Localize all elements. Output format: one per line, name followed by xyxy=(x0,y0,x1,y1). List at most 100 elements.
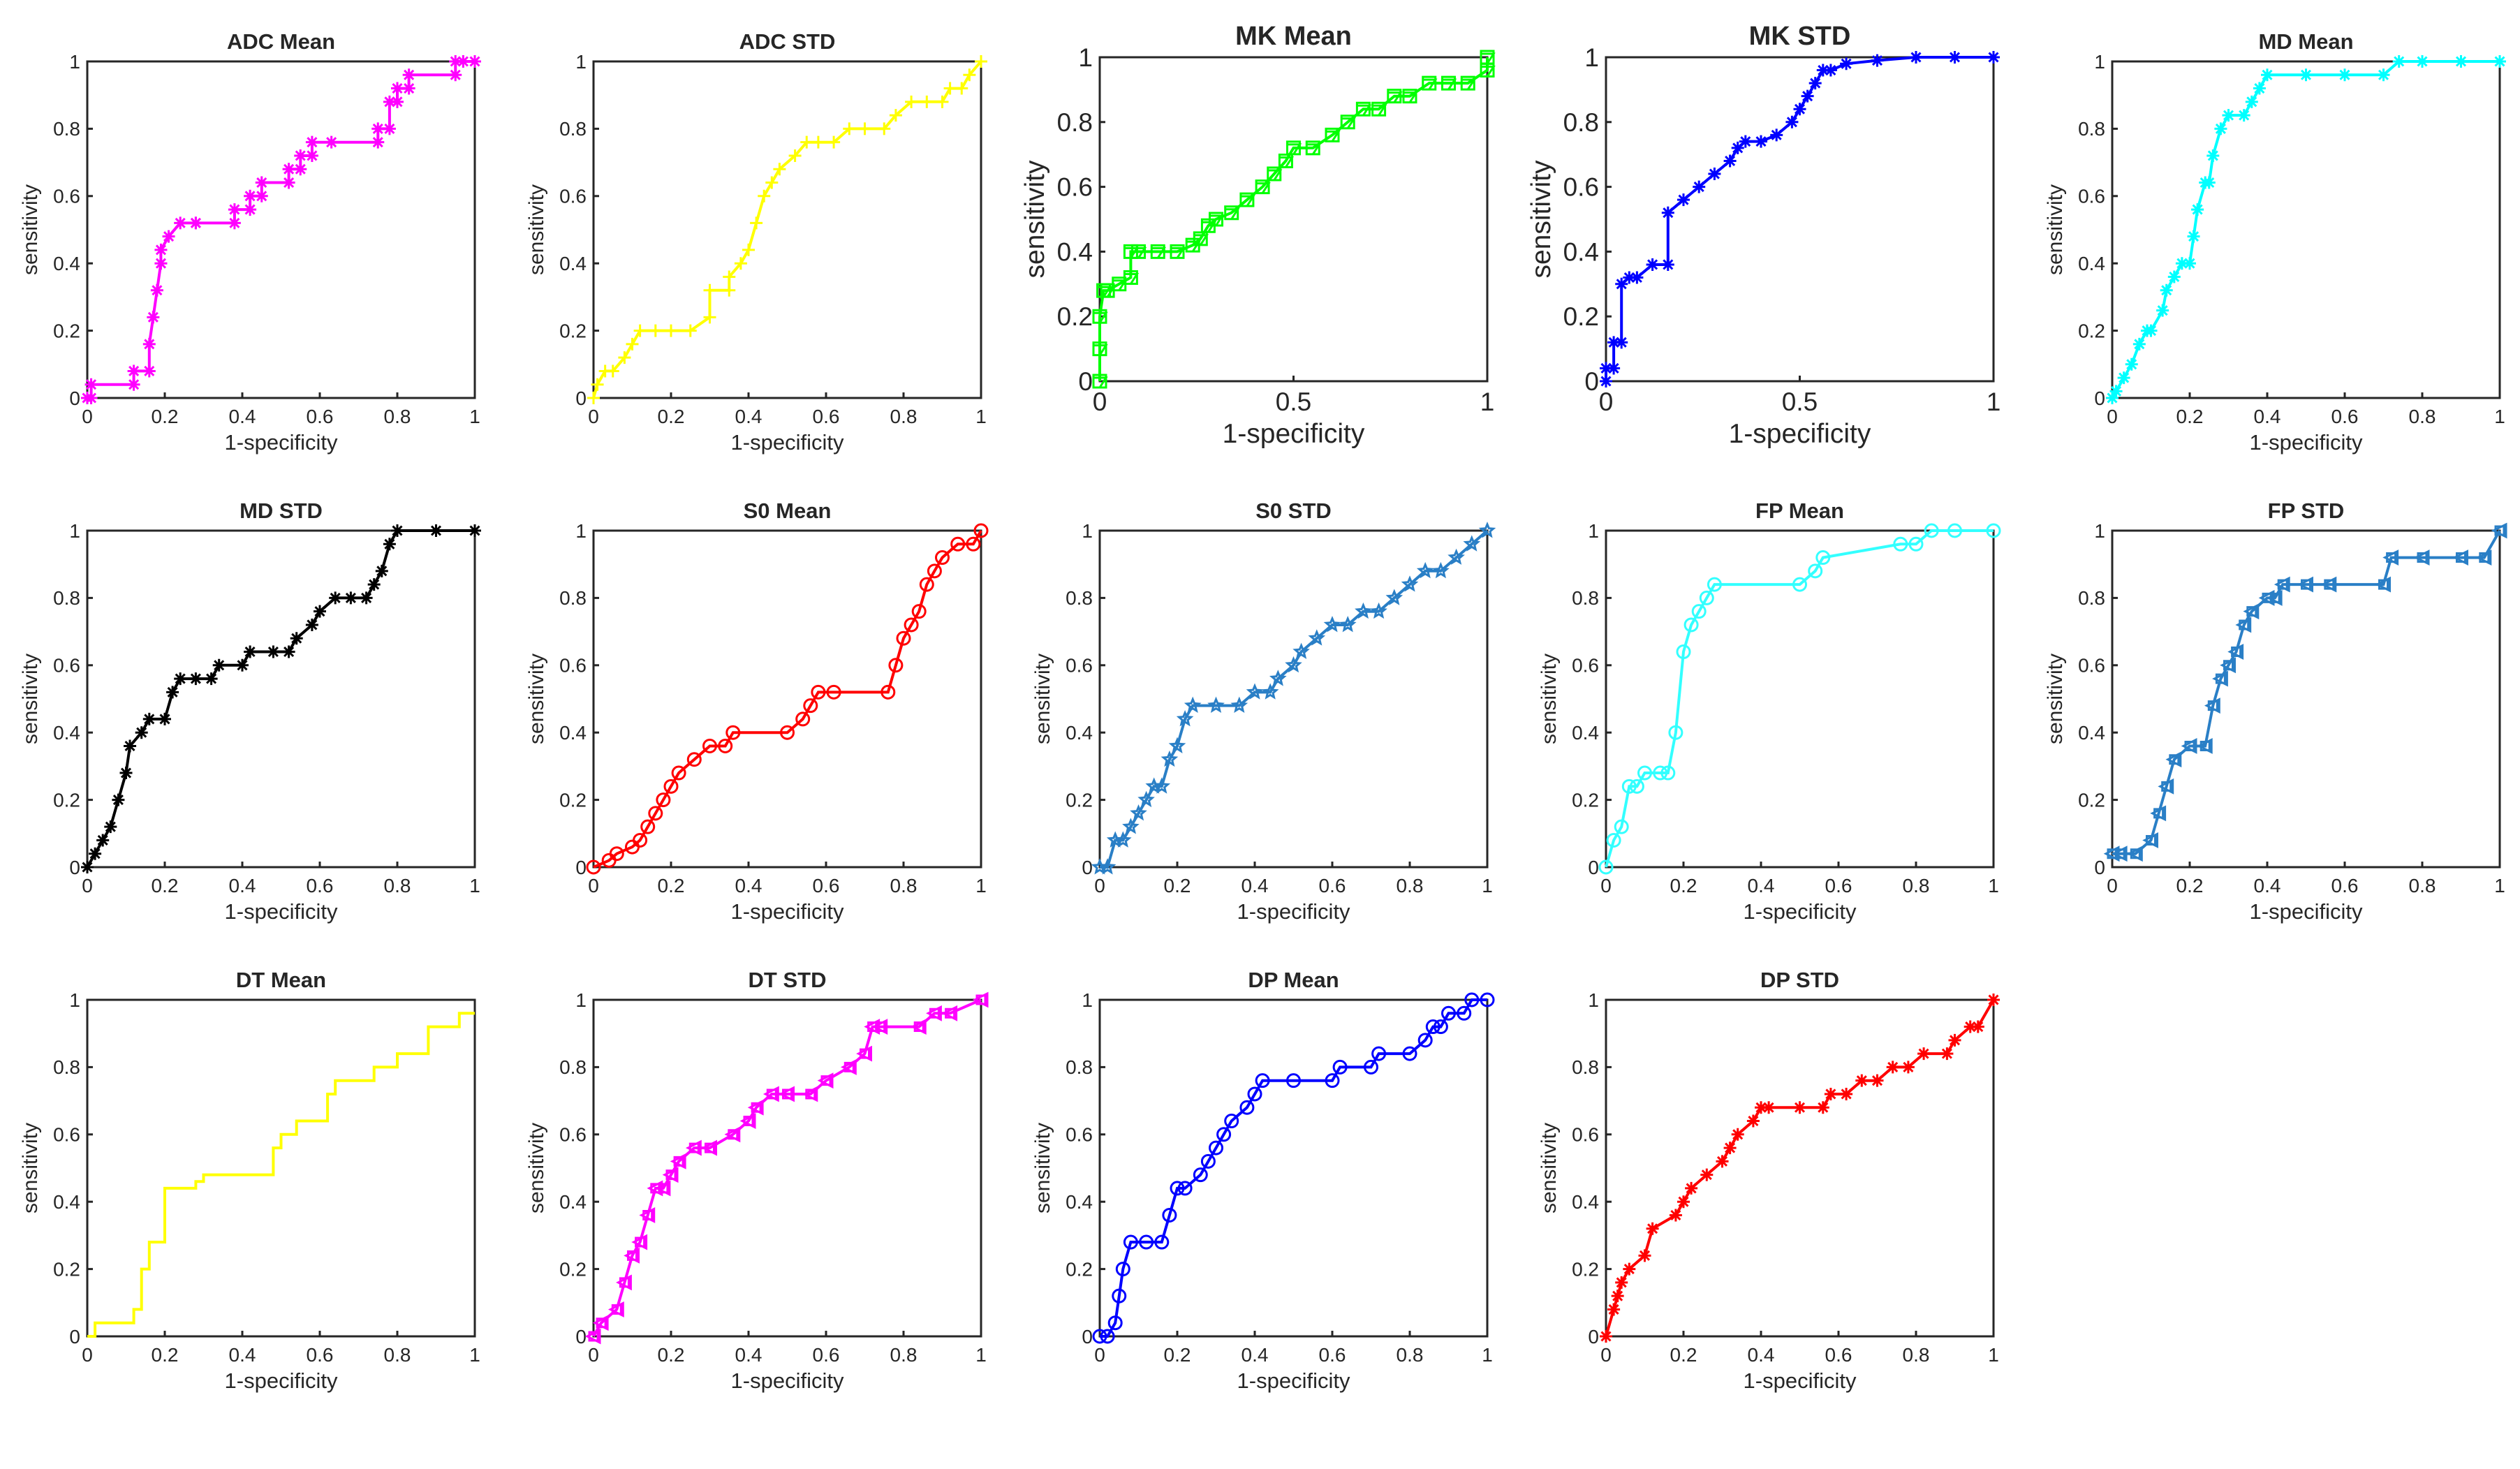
data-point xyxy=(723,283,736,297)
x-tick-label: 0.2 xyxy=(1670,875,1697,896)
data-point xyxy=(212,658,226,672)
y-tick-label: 0.4 xyxy=(1563,237,1599,266)
x-tick-label: 0.8 xyxy=(384,875,411,896)
data-point xyxy=(305,149,318,162)
data-point xyxy=(1801,89,1814,103)
roc-panel-mk-std: MK STD 0 0.5 1 0 0.2 0.4 0.6 0.8 1 1-specificity se… xyxy=(1526,22,2000,449)
x-tick-label: 0.4 xyxy=(2254,406,2281,427)
data-point xyxy=(2452,549,2468,566)
data-point xyxy=(1762,1101,1776,1114)
data-point xyxy=(1193,1167,1208,1183)
x-tick-label: 0 xyxy=(588,1344,599,1366)
x-axis-label: 1-specificity xyxy=(1237,1368,1350,1393)
data-point xyxy=(684,324,697,337)
x-tick-label: 0 xyxy=(82,1344,93,1366)
roc-panel-md-std: MD STD 0 0.2 0.4 0.6 0.8 1 0 0.2 0.4 0.6 0.8 1 1-spec… xyxy=(19,499,481,924)
data-point xyxy=(920,95,934,108)
data-point xyxy=(267,645,280,658)
x-tick-label: 0.2 xyxy=(2176,875,2204,896)
data-point xyxy=(1216,1127,1232,1142)
y-tick-label: 0.8 xyxy=(53,587,80,609)
data-point xyxy=(402,68,415,82)
data-point xyxy=(1162,1207,1177,1223)
y-axis-label: sensitivity xyxy=(19,1123,42,1213)
data-point xyxy=(718,738,733,753)
data-point xyxy=(2222,109,2235,122)
data-point xyxy=(84,378,98,391)
y-tick-label: 1 xyxy=(69,51,80,73)
data-point xyxy=(1676,644,1691,660)
x-tick-label: 1 xyxy=(975,875,987,896)
data-point xyxy=(96,834,110,847)
x-tick-label: 0.6 xyxy=(2331,875,2359,896)
data-point xyxy=(963,68,976,82)
data-point xyxy=(1947,523,1962,538)
data-point xyxy=(703,283,716,297)
x-tick-label: 0.6 xyxy=(307,1344,334,1366)
data-point xyxy=(1731,141,1744,154)
data-point xyxy=(800,135,813,149)
data-point xyxy=(591,378,604,391)
y-tick-label: 1 xyxy=(1078,43,1093,72)
x-tick-label: 0.6 xyxy=(813,406,840,427)
data-point xyxy=(724,1126,741,1143)
y-tick-label: 0.2 xyxy=(2078,320,2105,341)
data-point xyxy=(840,1058,857,1075)
y-tick-label: 0.8 xyxy=(559,1056,587,1078)
axes-box xyxy=(2111,529,2501,869)
data-point xyxy=(2183,257,2196,270)
data-point xyxy=(1824,64,1837,77)
data-point xyxy=(1623,271,1636,284)
data-point xyxy=(904,617,919,633)
data-point xyxy=(1425,1019,1440,1035)
x-tick-label: 1 xyxy=(975,406,987,427)
y-tick-label: 0.4 xyxy=(1057,237,1093,266)
axes-box xyxy=(1098,529,1489,869)
y-tick-label: 0 xyxy=(1584,367,1599,396)
x-tick-label: 0.8 xyxy=(384,1344,411,1366)
data-point xyxy=(1402,89,1418,104)
data-point xyxy=(1092,341,1108,357)
data-point xyxy=(150,283,163,297)
y-axis-label: sensitivity xyxy=(1020,160,1050,279)
data-point xyxy=(927,563,942,579)
x-tick-label: 0 xyxy=(1093,387,1107,416)
data-point xyxy=(2454,55,2468,68)
data-point xyxy=(2144,324,2158,337)
x-tick-label: 0.6 xyxy=(1319,1344,1346,1366)
x-tick-label: 1 xyxy=(469,1344,480,1366)
axes-box xyxy=(1098,998,1489,1338)
x-axis-label: 1-specificity xyxy=(1744,899,1857,924)
data-point xyxy=(1123,1234,1138,1250)
data-point xyxy=(174,672,187,686)
x-tick-label: 0.8 xyxy=(890,875,918,896)
y-axis-label: sensitivity xyxy=(19,184,42,275)
data-point xyxy=(618,351,631,364)
data-point xyxy=(119,767,133,780)
data-point xyxy=(1746,1114,1760,1128)
data-point xyxy=(344,591,358,605)
data-point xyxy=(926,1005,942,1021)
y-tick-label: 0.2 xyxy=(559,320,587,341)
data-point xyxy=(1629,778,1644,794)
data-point xyxy=(449,68,462,82)
data-point xyxy=(1239,192,1255,207)
data-point xyxy=(1267,166,1283,182)
x-tick-label: 0.6 xyxy=(307,406,334,427)
data-point xyxy=(1224,1114,1239,1129)
data-point xyxy=(662,1167,679,1183)
data-point xyxy=(888,658,904,673)
data-point xyxy=(1170,244,1186,259)
data-point xyxy=(1917,1047,1931,1061)
data-point xyxy=(827,135,841,149)
y-tick-label: 0.8 xyxy=(2078,587,2105,609)
data-point xyxy=(1792,577,1807,592)
data-point xyxy=(383,538,396,551)
data-point xyxy=(2227,644,2244,660)
data-point xyxy=(1600,375,1612,387)
data-point xyxy=(633,324,647,337)
x-tick-label: 0 xyxy=(82,406,93,427)
data-point xyxy=(1325,127,1341,142)
x-tick-label: 0 xyxy=(2107,406,2118,427)
data-point xyxy=(2191,203,2204,216)
